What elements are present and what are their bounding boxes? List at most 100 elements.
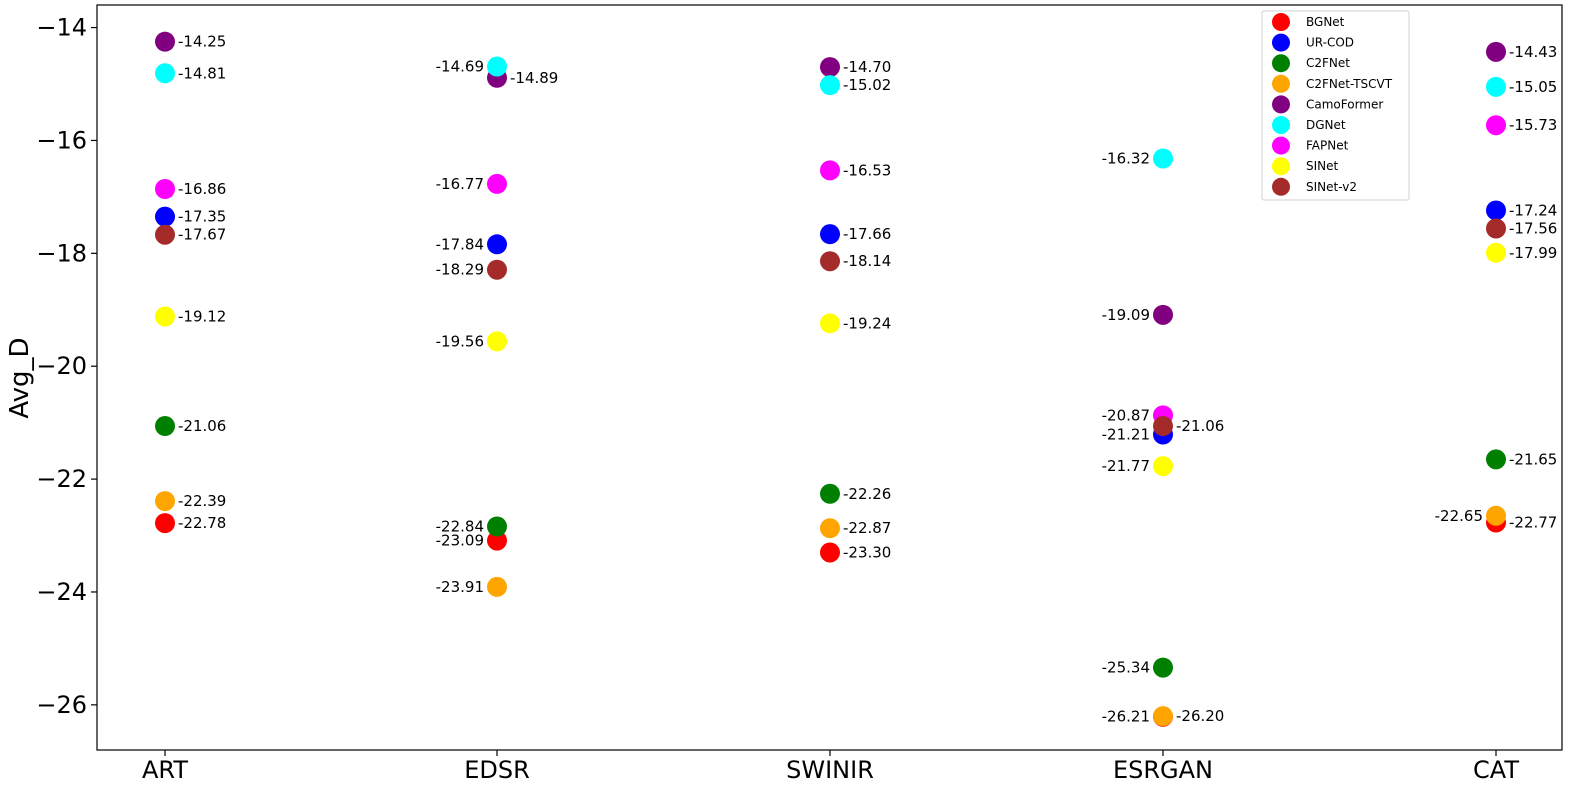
data-point [1486, 200, 1506, 221]
data-label: -15.73 [1509, 116, 1557, 134]
legend-box [1261, 10, 1410, 201]
data-point [1486, 76, 1506, 97]
legend-label: CamoFormer [1306, 97, 1383, 111]
data-label: -26.20 [1176, 707, 1224, 725]
data-point [1153, 148, 1173, 169]
data-point [820, 75, 840, 96]
data-label: -23.09 [436, 532, 484, 550]
y-tick-label: −14 [36, 14, 87, 42]
data-point [1153, 706, 1173, 727]
data-point [820, 57, 840, 78]
x-tick-label: ART [142, 756, 188, 784]
data-label: -17.35 [178, 208, 226, 226]
data-label: -17.99 [1509, 244, 1557, 262]
data-label: -17.67 [178, 226, 226, 244]
data-label: -14.25 [178, 33, 226, 51]
legend-label: C2FNet-TSCVT [1306, 77, 1393, 91]
data-label: -25.34 [1102, 659, 1150, 677]
data-point [155, 491, 175, 512]
data-point [487, 56, 507, 77]
data-label: -17.56 [1509, 220, 1557, 238]
legend-label: C2FNet [1306, 56, 1350, 70]
data-point [155, 416, 175, 437]
data-point [155, 31, 175, 52]
data-point [155, 513, 175, 534]
legend-marker [1272, 177, 1290, 196]
data-point [155, 206, 175, 227]
data-labels: -22.78-23.09-23.30-26.21-22.77-17.35-17.… [178, 33, 1557, 726]
data-point [1486, 115, 1506, 136]
y-tick-label: −22 [36, 465, 87, 493]
data-label: -21.06 [178, 417, 226, 435]
legend-marker [1272, 54, 1290, 73]
data-point [155, 178, 175, 199]
data-label: -17.66 [843, 225, 891, 243]
data-point [487, 173, 507, 194]
y-axis: −14 −16 −18 −20 −22 −24 −26 [36, 14, 97, 719]
data-label: -16.77 [436, 175, 484, 193]
data-point [1486, 41, 1506, 62]
data-points [155, 31, 1506, 727]
data-label: -14.69 [436, 58, 484, 76]
x-tick-label: CAT [1473, 756, 1519, 784]
data-label: -14.89 [510, 69, 558, 87]
data-point [820, 224, 840, 245]
legend-marker [1272, 157, 1290, 176]
x-tick-label: SWINIR [786, 756, 874, 784]
data-point [487, 234, 507, 255]
legend-label: SINet-v2 [1306, 180, 1357, 194]
legend-label: SINet [1306, 159, 1339, 173]
data-label: -22.87 [843, 519, 891, 537]
data-label: -16.53 [843, 161, 891, 179]
data-point [487, 259, 507, 280]
data-label: -19.12 [178, 308, 226, 326]
data-point [1153, 416, 1173, 437]
data-label: -17.24 [1509, 201, 1557, 219]
data-label: -19.24 [843, 314, 891, 332]
data-label: -22.78 [178, 514, 226, 532]
data-label: -26.21 [1102, 708, 1150, 726]
data-label: -22.84 [436, 518, 484, 536]
legend-label: DGNet [1306, 118, 1346, 132]
data-label: -22.26 [843, 485, 891, 503]
data-label: -20.87 [1102, 406, 1150, 424]
legend: BGNet UR-COD C2FNet C2FNet-TSCVT CamoFormer D… [1261, 10, 1410, 201]
data-label: -22.77 [1509, 514, 1557, 532]
y-axis-title: Avg_D [5, 337, 35, 418]
y-tick-label: −26 [36, 691, 87, 719]
legend-marker [1272, 136, 1290, 155]
data-label: -22.39 [178, 492, 226, 510]
data-point [1153, 657, 1173, 678]
data-point [820, 251, 840, 272]
data-point [155, 63, 175, 84]
legend-label: FAPNet [1306, 139, 1349, 153]
data-label: -17.84 [436, 235, 484, 253]
data-point [1486, 505, 1506, 526]
legend-marker [1272, 33, 1290, 52]
data-point [1486, 449, 1506, 470]
data-point [820, 313, 840, 334]
data-point [820, 518, 840, 539]
data-label: -14.70 [843, 58, 891, 76]
data-label: -23.91 [436, 578, 484, 596]
x-tick-label: EDSR [464, 756, 530, 784]
data-point [487, 530, 507, 551]
data-point [155, 224, 175, 245]
data-label: -21.06 [1176, 417, 1224, 435]
x-tick-label: ESRGAN [1113, 756, 1213, 784]
data-label: -16.86 [178, 180, 226, 198]
data-label: -21.77 [1102, 457, 1150, 475]
data-label: -18.14 [843, 252, 891, 270]
data-point [487, 331, 507, 352]
data-point [1486, 242, 1506, 263]
data-label: -16.32 [1102, 150, 1150, 168]
data-point [820, 542, 840, 563]
y-tick-label: −18 [36, 239, 87, 267]
data-point [820, 483, 840, 504]
legend-marker [1272, 116, 1290, 134]
x-axis: ART EDSR SWINIR ESRGAN CAT [142, 750, 1519, 784]
data-label: -14.81 [178, 64, 226, 82]
legend-label: UR-COD [1306, 36, 1354, 50]
data-point [487, 516, 507, 537]
